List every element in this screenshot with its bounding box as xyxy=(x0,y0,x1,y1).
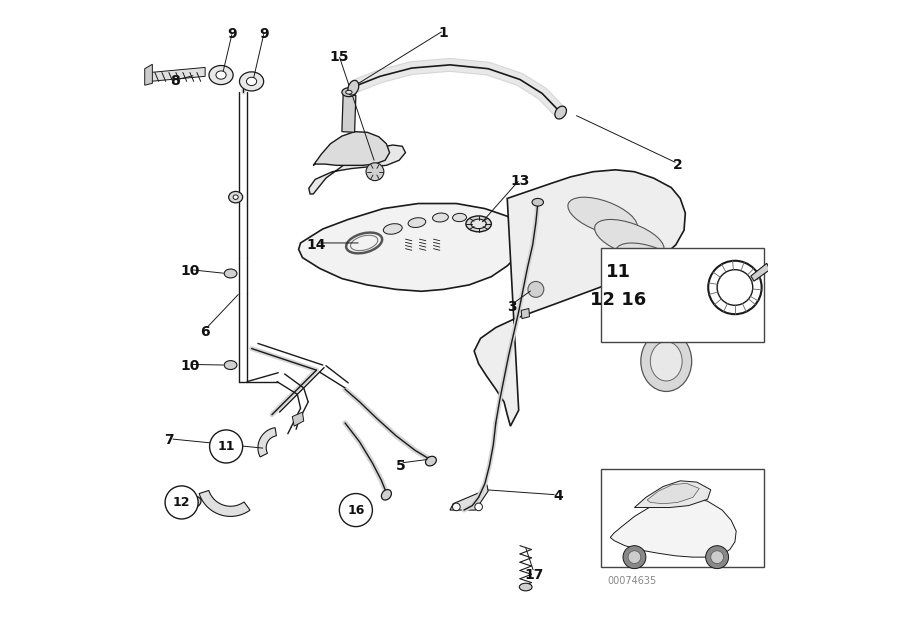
Circle shape xyxy=(165,486,198,519)
Ellipse shape xyxy=(346,90,352,94)
Text: 3: 3 xyxy=(508,300,518,314)
Ellipse shape xyxy=(453,213,466,222)
Text: 15: 15 xyxy=(329,50,348,64)
Ellipse shape xyxy=(426,456,436,466)
Text: 16: 16 xyxy=(347,504,365,516)
Text: 9: 9 xyxy=(228,27,238,41)
Polygon shape xyxy=(751,263,770,281)
Ellipse shape xyxy=(616,243,685,281)
Circle shape xyxy=(210,430,243,463)
Ellipse shape xyxy=(189,500,197,505)
Text: 8: 8 xyxy=(170,74,180,88)
Text: 10: 10 xyxy=(181,264,200,278)
Text: 5: 5 xyxy=(395,459,405,473)
Ellipse shape xyxy=(229,191,243,203)
Ellipse shape xyxy=(466,216,491,232)
Ellipse shape xyxy=(185,496,201,509)
Ellipse shape xyxy=(224,361,237,370)
Bar xyxy=(601,248,763,342)
Circle shape xyxy=(366,163,384,181)
Ellipse shape xyxy=(555,106,566,119)
Ellipse shape xyxy=(651,342,682,381)
Polygon shape xyxy=(634,481,711,508)
Text: 7: 7 xyxy=(164,433,174,447)
Circle shape xyxy=(453,503,460,511)
Polygon shape xyxy=(647,483,699,504)
Polygon shape xyxy=(199,490,250,516)
Circle shape xyxy=(706,546,729,569)
Polygon shape xyxy=(610,497,736,557)
Polygon shape xyxy=(145,64,152,85)
Text: 12 16: 12 16 xyxy=(590,291,647,309)
Ellipse shape xyxy=(247,77,256,85)
Text: 9: 9 xyxy=(259,27,269,41)
Ellipse shape xyxy=(519,583,532,591)
Text: 14: 14 xyxy=(307,238,326,252)
Text: 4: 4 xyxy=(554,489,563,503)
Circle shape xyxy=(628,551,641,563)
Circle shape xyxy=(711,551,724,563)
Polygon shape xyxy=(450,485,488,510)
Circle shape xyxy=(339,494,373,527)
Ellipse shape xyxy=(342,88,356,97)
Ellipse shape xyxy=(641,331,692,391)
Text: 11: 11 xyxy=(606,263,631,281)
Text: 6: 6 xyxy=(201,325,210,339)
Circle shape xyxy=(717,270,752,305)
Ellipse shape xyxy=(348,80,359,95)
Text: 11: 11 xyxy=(218,440,235,453)
Polygon shape xyxy=(258,427,276,457)
Polygon shape xyxy=(521,308,529,319)
Ellipse shape xyxy=(528,281,544,297)
Ellipse shape xyxy=(532,198,544,206)
Ellipse shape xyxy=(224,269,237,278)
Circle shape xyxy=(475,503,482,511)
Ellipse shape xyxy=(408,218,426,228)
Ellipse shape xyxy=(383,224,402,234)
Text: 10: 10 xyxy=(181,359,200,373)
Ellipse shape xyxy=(216,71,226,79)
Bar xyxy=(601,469,763,567)
Polygon shape xyxy=(342,94,356,132)
Text: 2: 2 xyxy=(673,158,682,172)
Polygon shape xyxy=(313,132,390,165)
Ellipse shape xyxy=(233,195,238,200)
Text: 00074635: 00074635 xyxy=(608,576,657,586)
Text: 1: 1 xyxy=(439,26,448,40)
Polygon shape xyxy=(299,204,523,291)
Ellipse shape xyxy=(471,219,486,229)
Text: 12: 12 xyxy=(173,496,191,509)
Text: 13: 13 xyxy=(510,174,529,188)
Ellipse shape xyxy=(239,72,264,91)
Ellipse shape xyxy=(382,490,392,500)
Ellipse shape xyxy=(209,66,233,85)
Polygon shape xyxy=(474,170,685,426)
Text: 17: 17 xyxy=(525,568,544,582)
Ellipse shape xyxy=(433,213,448,222)
Circle shape xyxy=(623,546,646,569)
Ellipse shape xyxy=(595,219,664,258)
Ellipse shape xyxy=(568,197,637,235)
Polygon shape xyxy=(309,145,406,194)
Polygon shape xyxy=(292,412,303,426)
Polygon shape xyxy=(149,67,205,81)
